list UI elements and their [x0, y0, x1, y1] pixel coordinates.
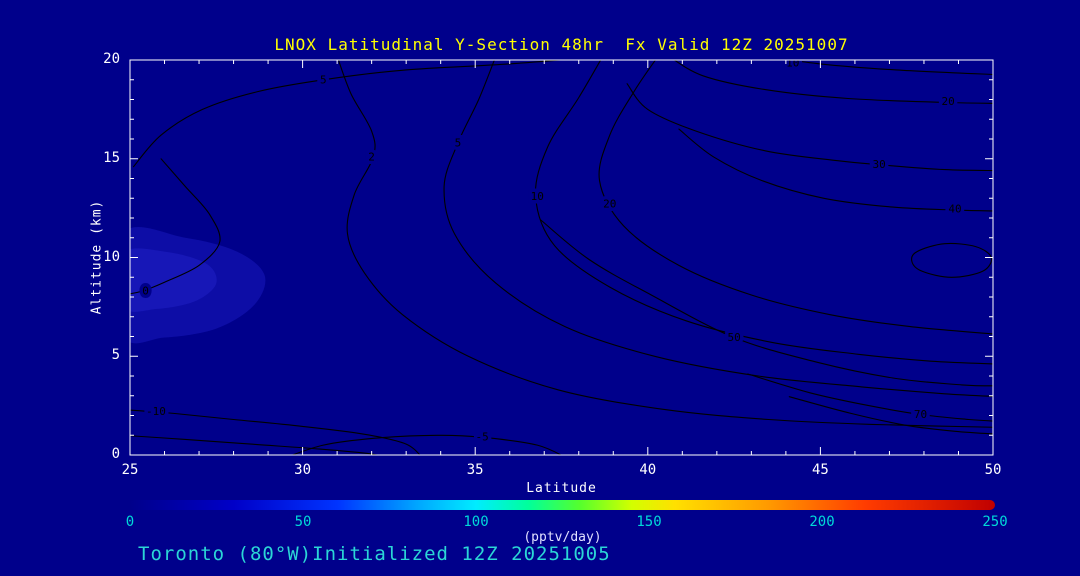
contour-label: 5: [320, 73, 327, 86]
colorbar-tick-label: 50: [294, 514, 312, 530]
colorbar-tick-label: 200: [809, 514, 835, 530]
contour-label: -5: [475, 430, 488, 443]
colorbar-tick-label: 150: [636, 514, 662, 530]
contour-label: 5: [455, 137, 462, 150]
contour-label: 20: [941, 95, 954, 108]
contour-label: -10: [146, 405, 166, 418]
footer-caption: Toronto (80°W)Initialized 12Z 20251005: [138, 543, 611, 565]
y-tick-label: 15: [103, 149, 120, 166]
contour-label: 10: [531, 190, 544, 203]
x-tick-label: 30: [294, 462, 312, 478]
colorbar-tick-label: 250: [982, 514, 1008, 530]
contour-label: 40: [948, 203, 961, 216]
contour-label: 0: [142, 285, 149, 298]
contour-label: 20: [603, 198, 616, 211]
y-tick-label: 20: [103, 51, 120, 67]
y-tick-label: 5: [111, 347, 120, 364]
y-tick-label: 0: [111, 446, 120, 462]
contour-label: 50: [727, 331, 740, 344]
chart-title: LNOX Latitudinal Y-Section 48hr Fx Valid…: [274, 35, 849, 54]
x-tick-label: 25: [121, 462, 139, 478]
x-tick-label: 50: [984, 462, 1002, 478]
colorbar-tick-label: 100: [463, 514, 489, 530]
x-tick-label: 40: [639, 462, 657, 478]
y-tick-label: 10: [103, 248, 120, 265]
contour-label: 10: [786, 57, 799, 70]
contour-label: 30: [872, 158, 885, 171]
colorbar-tick-label: 0: [125, 514, 135, 530]
x-tick-label: 35: [466, 462, 484, 478]
x-axis-label: Latitude: [526, 481, 597, 496]
contour-label: 2: [368, 150, 375, 163]
contour-label: 70: [914, 408, 927, 421]
colorbar-unit-label: (pptv/day): [523, 530, 602, 545]
x-tick-label: 45: [811, 462, 829, 478]
colorbar-gradient: [130, 500, 995, 510]
